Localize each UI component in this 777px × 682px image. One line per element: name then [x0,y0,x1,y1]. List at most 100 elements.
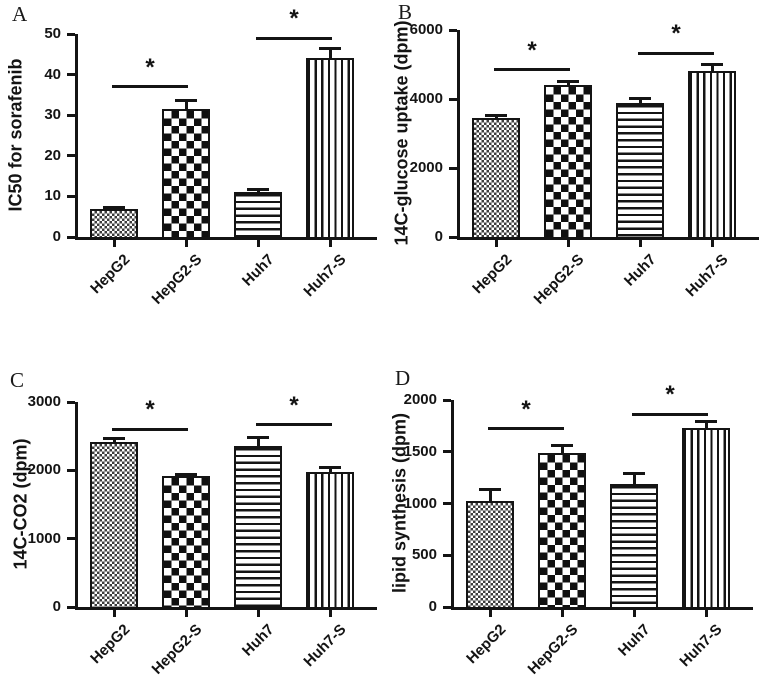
y-tick-mark [67,468,75,472]
error-bar-line [560,445,564,453]
x-tick-label: HepG2-S [148,621,206,678]
x-tick-label: HepG2-S [148,251,206,308]
significance-asterisk: * [145,396,155,424]
bar [610,484,658,609]
error-bar-line [184,100,188,110]
significance-asterisk: * [289,391,299,419]
error-bar-line [566,81,570,86]
bar [162,476,210,609]
x-tick-mark [256,240,260,247]
panel-a: A IC50 for sorafenib 0 10 20 30 40 50 HepG2 Hep… [0,0,388,340]
error-bar-cap [623,471,645,475]
y-tick-mark [67,235,75,239]
y-tick-label: 50 [44,25,61,42]
bar [688,71,736,239]
x-tick-mark [184,610,188,617]
bar [90,209,138,239]
y-tick-mark [443,605,451,609]
significance-line [256,423,332,427]
y-tick-label: 500 [411,546,437,564]
bar [472,117,520,239]
error-bar-cap [247,188,269,192]
x-tick-label: HepG2-S [530,251,588,308]
x-axis [451,607,753,610]
x-tick-mark [704,610,708,617]
x-tick-label: Huh7-S [299,251,350,301]
bar [306,472,354,609]
y-tick-label: 40 [44,65,61,83]
y-tick-label: 1000 [403,494,437,512]
y-tick-label: 0 [434,228,443,245]
y-tick-label: 0 [52,598,61,615]
significance-line [112,427,188,431]
x-tick-label: HepG2 [462,621,510,668]
y-tick-mark [443,398,451,402]
significance-asterisk: * [521,395,531,423]
y-axis [75,34,78,240]
error-bar-line [710,64,714,72]
x-tick-label: Huh7 [238,251,278,290]
error-bar-cap [701,63,723,67]
error-bar-cap [485,113,507,117]
x-tick-label: HepG2 [86,251,134,298]
error-bar-line [704,421,708,429]
error-bar-line [488,489,492,502]
error-bar-cap [695,419,717,423]
panel-d: D lipid synthesis (dpm) 0 500 1000 1500 2000… [388,342,777,682]
y-tick-label: 20 [44,146,61,164]
bar [90,441,138,609]
x-tick-mark [638,240,642,247]
bar [162,109,210,239]
x-tick-label: HepG2 [468,251,516,298]
error-bar-cap [629,97,651,101]
error-bar-cap [557,80,579,84]
panel-letter: A [12,2,28,26]
bar [466,501,514,609]
x-tick-mark [632,610,636,617]
x-tick-mark [256,610,260,617]
y-tick-mark [67,537,75,541]
x-tick-label: Huh7 [620,251,660,290]
x-tick-mark [112,610,116,617]
x-tick-mark [710,240,714,247]
error-bar-cap [175,99,197,103]
error-bar-line [328,48,332,59]
significance-asterisk: * [671,20,681,48]
y-tick-label: 2000 [27,461,61,479]
x-tick-mark [560,610,564,617]
y-tick-mark [449,97,457,101]
y-tick-mark [67,73,75,77]
bar [544,85,592,239]
y-tick-mark [67,194,75,198]
bar [234,192,282,239]
x-tick-mark [184,240,188,247]
significance-asterisk: * [527,36,537,64]
significance-asterisk: * [289,5,299,33]
y-tick-label: 6000 [409,21,443,38]
error-bar-line [256,437,260,446]
significance-line [256,36,332,40]
x-tick-label: HepG2-S [524,621,582,678]
x-tick-label: HepG2 [86,621,134,668]
x-tick-mark [328,240,332,247]
bar [682,428,730,609]
x-tick-label: Huh7-S [681,251,732,301]
y-tick-label: 30 [44,106,61,124]
y-tick-mark [67,32,75,36]
x-tick-mark [494,240,498,247]
error-bar-cap [103,436,125,440]
panel-c: C 14C-CO2 (dpm) 0 1000 2000 3000 HepG2 HepG2-… [0,342,388,682]
bar [306,58,354,239]
significance-line [638,51,714,55]
error-bar-cap [175,472,197,476]
error-bar-line [632,473,636,485]
error-bar-line [638,98,642,104]
bar [538,452,586,609]
y-tick-mark [443,502,451,505]
bar [616,103,664,239]
significance-line [632,412,708,416]
y-tick-label: 4000 [409,90,443,107]
y-tick-mark [67,113,75,117]
significance-line [488,427,564,431]
